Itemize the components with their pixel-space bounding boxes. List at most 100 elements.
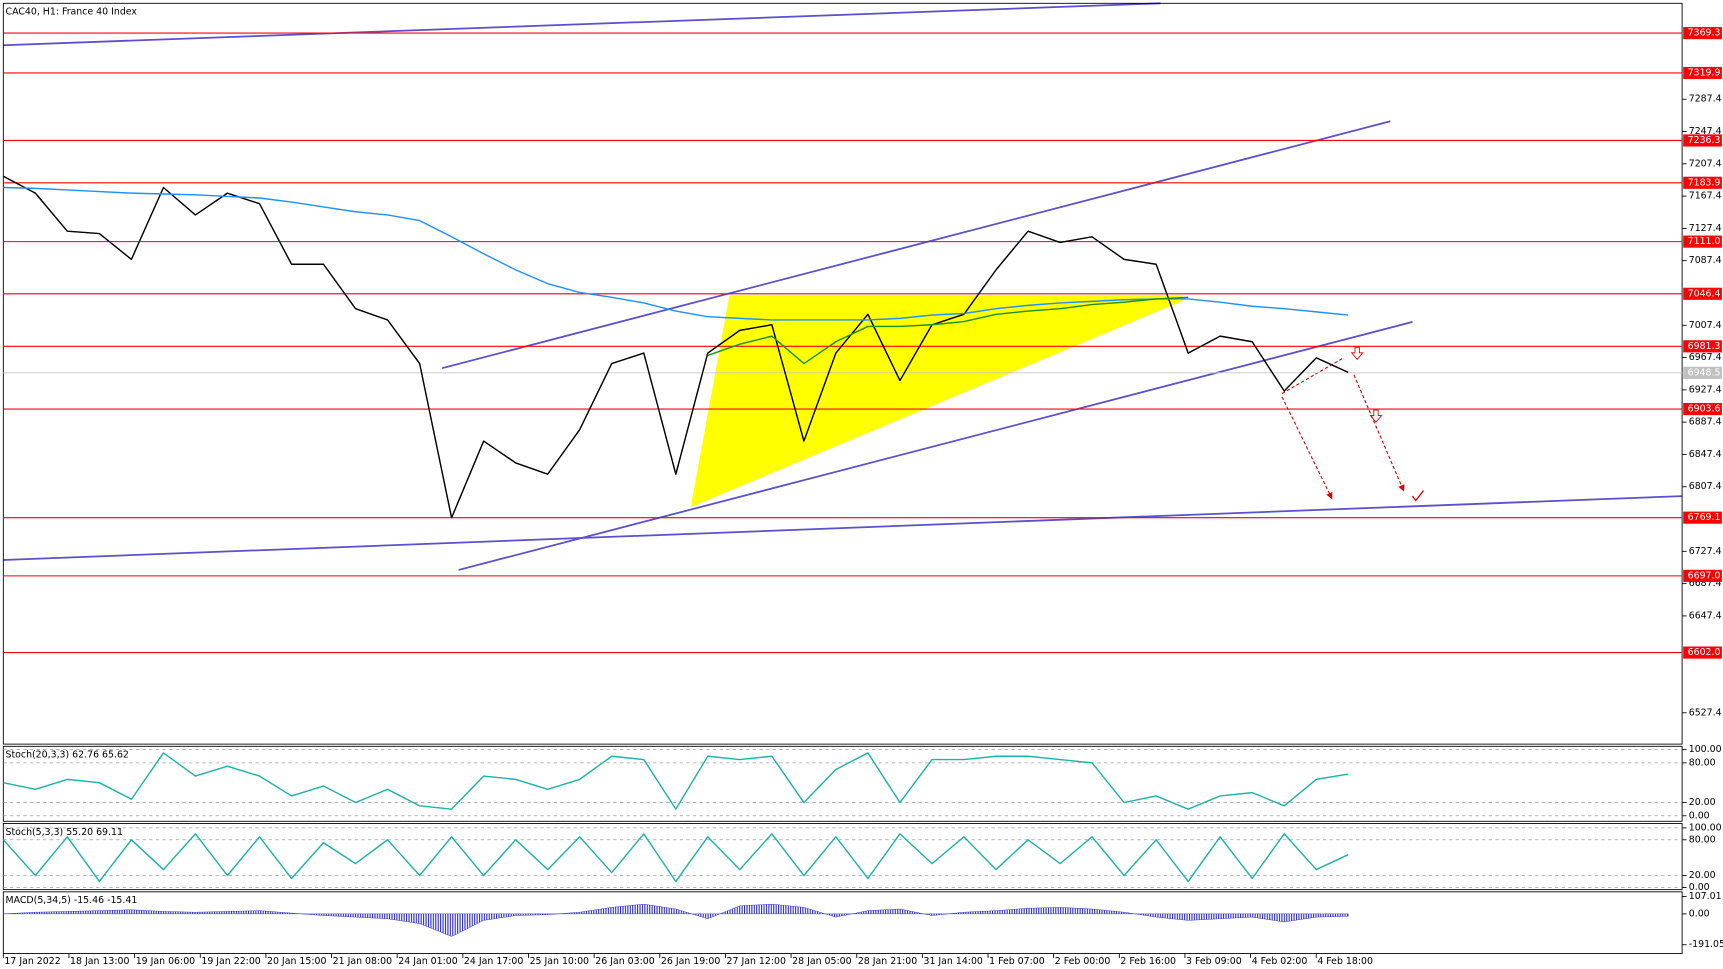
y-tick-label: 100.00 xyxy=(1689,822,1722,833)
x-tick-label: 24 Jan 17:00 xyxy=(464,956,523,967)
y-tick-label: -191.05 xyxy=(1689,939,1723,950)
sell-arrow-icon xyxy=(1369,409,1383,423)
x-tick-label: 28 Jan 05:00 xyxy=(792,956,851,967)
y-tick-label: 0.00 xyxy=(1689,810,1710,821)
y-tick-label: 107.01 xyxy=(1689,891,1722,902)
level-label: 7319.9 xyxy=(1688,67,1721,78)
x-tick-label: 21 Jan 08:00 xyxy=(333,956,392,967)
panel-title: Stoch(5,3,3) 55.20 69.11 xyxy=(6,827,123,838)
y-tick-label: 7127.4 xyxy=(1689,223,1722,234)
y-tick-label: 7007.4 xyxy=(1689,320,1722,331)
x-tick-label: 28 Jan 21:00 xyxy=(858,956,917,967)
panel-frame xyxy=(2,891,1683,955)
x-tick-label: 2 Feb 00:00 xyxy=(1055,956,1111,967)
panel-title: MACD(5,34,5) -15.46 -15.41 xyxy=(6,895,138,906)
projection-arrow xyxy=(1281,396,1333,500)
level-label: 6697.0 xyxy=(1688,570,1721,581)
indicator-line xyxy=(3,752,1349,810)
projection-arrow xyxy=(1353,374,1405,492)
level-label: 7046.4 xyxy=(1688,288,1721,299)
y-tick-label: 20.00 xyxy=(1689,797,1716,808)
level-box xyxy=(1683,235,1722,248)
current-price-label: 6948.5 xyxy=(1688,367,1721,378)
y-tick-label: 7287.4 xyxy=(1689,94,1722,105)
x-tick-label: 17 Jan 2022 xyxy=(4,956,60,967)
panel-frame xyxy=(2,823,1683,891)
y-tick-label: 7167.4 xyxy=(1689,191,1722,202)
y-tick-label: 0.00 xyxy=(1689,882,1710,893)
y-tick-label: 6847.4 xyxy=(1689,449,1722,460)
y-tick-label: 6967.4 xyxy=(1689,352,1722,363)
triangle-pattern xyxy=(690,295,1183,508)
trend-line xyxy=(3,2,1161,47)
y-tick-label: 6807.4 xyxy=(1689,481,1722,492)
y-tick-label: 6727.4 xyxy=(1689,546,1722,557)
level-label: 7236.3 xyxy=(1688,135,1721,146)
level-box xyxy=(1683,66,1722,80)
x-tick-label: 26 Jan 19:00 xyxy=(661,956,720,967)
x-tick-label: 26 Jan 03:00 xyxy=(595,956,654,967)
projection-line xyxy=(1281,357,1344,395)
y-tick-label: 7087.4 xyxy=(1689,255,1722,266)
level-box xyxy=(1683,569,1722,582)
panel-frame xyxy=(2,745,1683,822)
level-label: 7111.0 xyxy=(1688,236,1721,247)
y-tick-label: 6927.4 xyxy=(1689,384,1722,395)
x-tick-label: 4 Feb 18:00 xyxy=(1317,956,1373,967)
indicator-line xyxy=(3,186,1349,321)
y-tick-label: 6687.4 xyxy=(1689,578,1722,589)
trend-line xyxy=(3,495,1683,561)
histogram xyxy=(3,903,1349,937)
x-tick-label: 18 Jan 13:00 xyxy=(70,956,129,967)
y-tick-label: 6647.4 xyxy=(1689,610,1722,621)
level-label: 7369.3 xyxy=(1688,28,1721,39)
panel-title: CAC40, H1: France 40 Index xyxy=(6,7,138,18)
y-tick-label: 6887.4 xyxy=(1689,417,1722,428)
level-box xyxy=(1683,134,1722,147)
level-box xyxy=(1683,287,1722,300)
trend-line xyxy=(441,120,1391,370)
indicator-line xyxy=(707,296,1189,365)
y-tick-label: 7207.4 xyxy=(1689,158,1722,169)
sell-arrow-icon xyxy=(1350,346,1364,361)
x-tick-label: 2 Feb 16:00 xyxy=(1120,956,1176,967)
trend-line xyxy=(458,321,1413,571)
check-icon xyxy=(1411,490,1425,502)
x-tick-label: 3 Feb 09:00 xyxy=(1186,956,1242,967)
x-tick-label: 1 Feb 07:00 xyxy=(989,956,1045,967)
level-box xyxy=(1683,340,1722,353)
x-tick-label: 20 Jan 15:00 xyxy=(267,956,326,967)
price-line xyxy=(2,175,1349,519)
level-label: 6903.6 xyxy=(1688,404,1721,415)
level-label: 6769.1 xyxy=(1688,512,1721,523)
y-tick-label: 80.00 xyxy=(1689,834,1716,845)
level-box xyxy=(1683,403,1722,416)
level-label: 7183.9 xyxy=(1688,177,1721,188)
x-tick-label: 4 Feb 02:00 xyxy=(1252,956,1308,967)
x-tick-label: 19 Jan 22:00 xyxy=(201,956,260,967)
y-tick-label: 0.00 xyxy=(1689,908,1710,919)
panel-frame xyxy=(2,2,1683,745)
level-box xyxy=(1683,511,1722,524)
level-box xyxy=(1683,646,1722,659)
current-price-box xyxy=(1683,366,1722,379)
level-label: 6981.3 xyxy=(1688,341,1721,352)
y-tick-label: 6527.4 xyxy=(1689,707,1722,718)
y-tick-label: 80.00 xyxy=(1689,757,1716,768)
level-box xyxy=(1683,27,1722,40)
x-tick-label: 19 Jan 06:00 xyxy=(136,956,195,967)
x-tick-label: 24 Jan 01:00 xyxy=(398,956,457,967)
level-box xyxy=(1683,176,1722,189)
y-tick-label: 100.00 xyxy=(1689,744,1722,755)
x-tick-label: 27 Jan 12:00 xyxy=(727,956,786,967)
x-tick-label: 31 Jan 14:00 xyxy=(923,956,982,967)
panel-title: Stoch(20,3,3) 62.76 65.62 xyxy=(6,750,129,761)
level-label: 6602.0 xyxy=(1688,647,1721,658)
annotations xyxy=(3,2,1683,571)
y-tick-label: 7247.4 xyxy=(1689,126,1722,137)
indicator-line xyxy=(2,833,1349,883)
x-tick-label: 25 Jan 10:00 xyxy=(530,956,589,967)
y-tick-label: 20.00 xyxy=(1689,870,1716,881)
